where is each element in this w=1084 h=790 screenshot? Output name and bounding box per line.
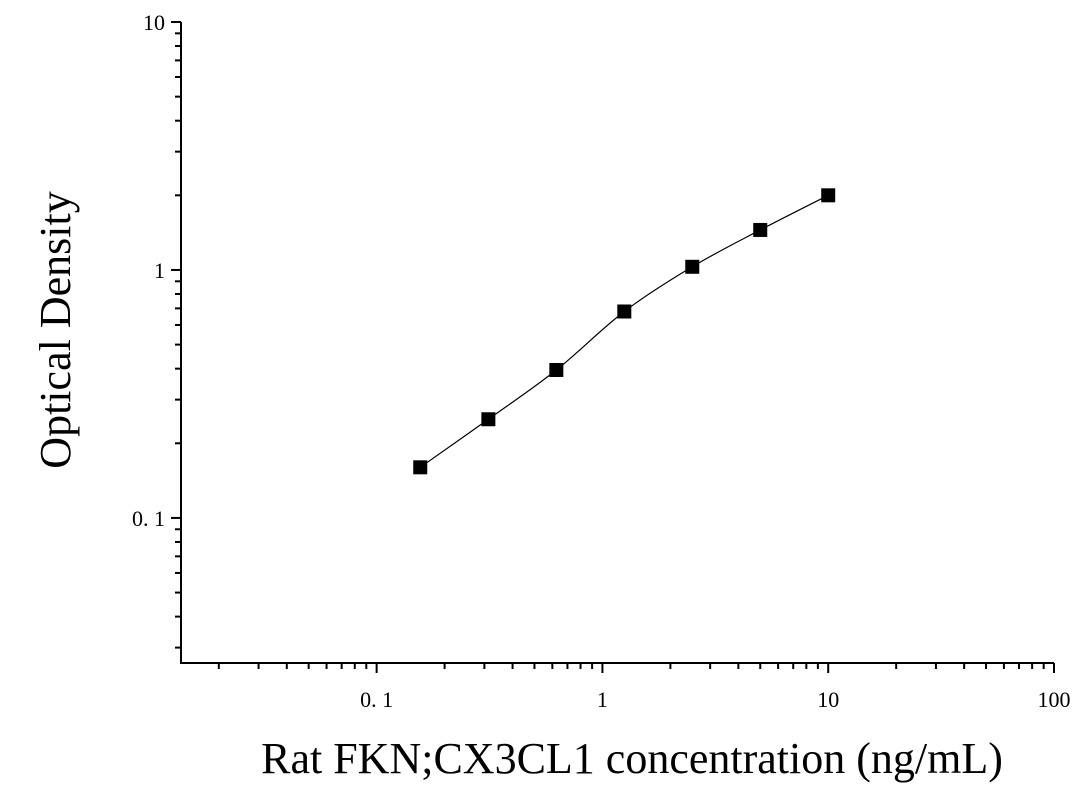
data-point-marker (821, 188, 836, 203)
data-point-marker (685, 259, 700, 274)
axes (180, 22, 1054, 664)
data-point-marker (413, 460, 428, 475)
y-axis-title: Optical Density (31, 191, 80, 468)
x-tick-label: 0. 1 (360, 687, 393, 712)
x-tick-label: 10 (817, 687, 839, 712)
x-tick-label: 100 (1038, 687, 1071, 712)
x-axis-ticks: 0. 1 1 10 100 (217, 663, 1071, 712)
data-point-marker (753, 222, 768, 237)
y-tick-label: 1 (154, 258, 165, 283)
y-tick-label: 10 (143, 10, 165, 35)
y-tick-label: 0. 1 (132, 506, 165, 531)
x-axis-title: Rat FKN;CX3CL1 concentration (ng/mL) (261, 734, 1003, 783)
data-point-marker (549, 362, 564, 377)
data-point-marker (481, 412, 496, 427)
y-axis-ticks: 0. 1 1 10 (132, 10, 181, 649)
data-points (413, 188, 836, 475)
data-point-marker (617, 304, 632, 319)
x-tick-label: 1 (597, 687, 608, 712)
